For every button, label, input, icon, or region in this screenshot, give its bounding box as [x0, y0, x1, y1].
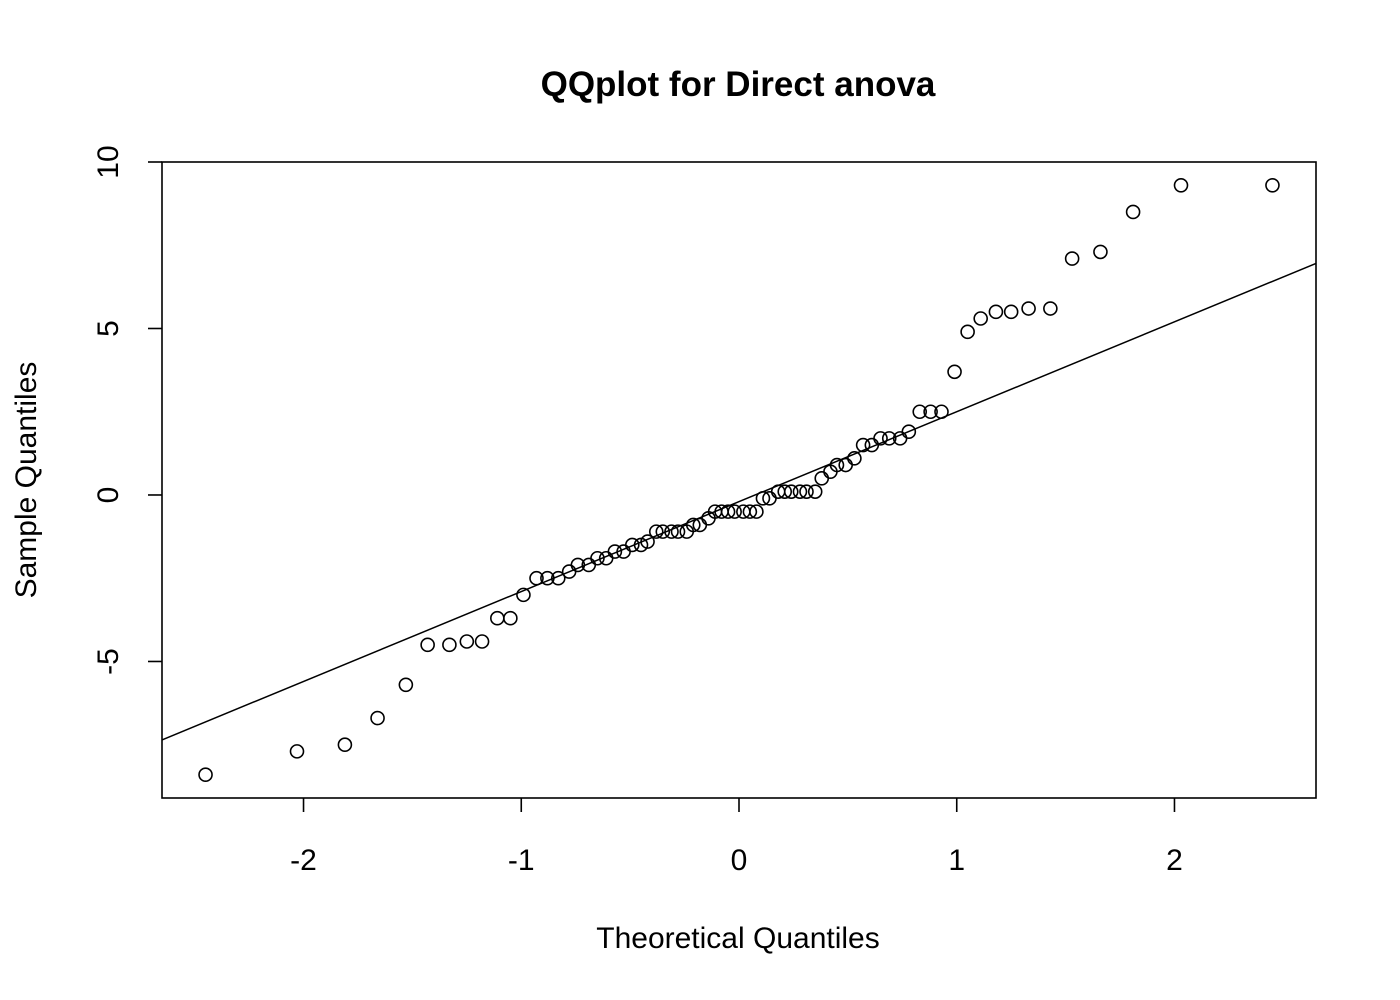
data-point: [777, 484, 793, 499]
chart-title: QQplot for Direct anova: [541, 65, 936, 104]
x-tick-label: 1: [948, 844, 965, 877]
y-tick-label: 0: [92, 487, 125, 504]
data-point: [912, 404, 928, 420]
x-axis-label: Theoretical Quantiles: [596, 922, 879, 955]
data-point: [881, 431, 897, 446]
data-point: [1021, 301, 1036, 316]
data-point: [370, 710, 385, 726]
data-point: [749, 504, 764, 519]
data-point: [655, 524, 671, 539]
data-point: [1064, 251, 1080, 266]
data-point: [901, 424, 917, 440]
data-point: [648, 524, 664, 539]
data-point: [973, 311, 988, 326]
data-point: [289, 744, 305, 759]
x-axis: -2 -1 0 1 2: [290, 798, 1183, 877]
data-point: [934, 404, 949, 420]
qq-reference-line: [161, 262, 1317, 741]
data-point: [947, 364, 962, 380]
x-tick-label: 0: [731, 844, 748, 877]
data-point: [923, 404, 938, 420]
data-point: [873, 431, 888, 446]
data-point: [988, 304, 1004, 320]
data-point: [474, 634, 490, 649]
y-axis-label: Sample Quantiles: [10, 362, 43, 599]
x-tick-label: -1: [508, 844, 535, 877]
data-point: [1173, 178, 1189, 193]
data-point: [814, 471, 830, 486]
data-point: [829, 457, 845, 473]
data-point: [742, 504, 758, 519]
data-point: [1043, 301, 1058, 316]
data-point: [640, 534, 655, 549]
plot-frame: [161, 161, 1317, 799]
data-point: [1003, 304, 1019, 320]
data-point: [540, 570, 555, 586]
data-point: [1265, 178, 1280, 193]
data-point: [337, 737, 353, 753]
data-point: [420, 637, 435, 653]
y-tick-label: 5: [92, 320, 125, 337]
data-point: [807, 484, 823, 499]
points-group: [198, 178, 1280, 782]
data-point: [1093, 244, 1108, 260]
data-point: [516, 587, 531, 603]
data-point: [570, 557, 586, 573]
data-point: [607, 544, 623, 559]
data-point: [960, 324, 975, 340]
x-tick-label: 2: [1166, 844, 1183, 877]
data-point: [727, 504, 742, 519]
data-point: [855, 437, 871, 453]
y-tick-label: -5: [92, 648, 125, 675]
data-point: [529, 570, 544, 586]
data-point: [685, 517, 701, 533]
data-point: [720, 504, 736, 519]
data-point: [838, 457, 853, 473]
data-point: [847, 451, 862, 466]
data-point: [442, 637, 457, 653]
data-point: [670, 524, 686, 539]
data-point: [198, 767, 213, 782]
data-point: [792, 484, 808, 499]
y-axis: -5 0 5 10: [92, 145, 162, 675]
data-point: [664, 524, 679, 539]
data-point: [503, 610, 518, 626]
data-point: [490, 610, 505, 626]
data-point: [755, 491, 771, 506]
y-tick-label: 10: [92, 145, 125, 178]
reference-line-group: [161, 262, 1317, 741]
data-point: [625, 537, 640, 553]
data-point: [590, 550, 605, 566]
data-point: [550, 570, 566, 586]
data-point: [799, 484, 814, 499]
x-tick-label: -2: [290, 844, 317, 877]
data-point: [398, 677, 414, 693]
data-point: [783, 484, 799, 499]
data-point: [459, 634, 475, 649]
data-point: [1125, 204, 1141, 220]
